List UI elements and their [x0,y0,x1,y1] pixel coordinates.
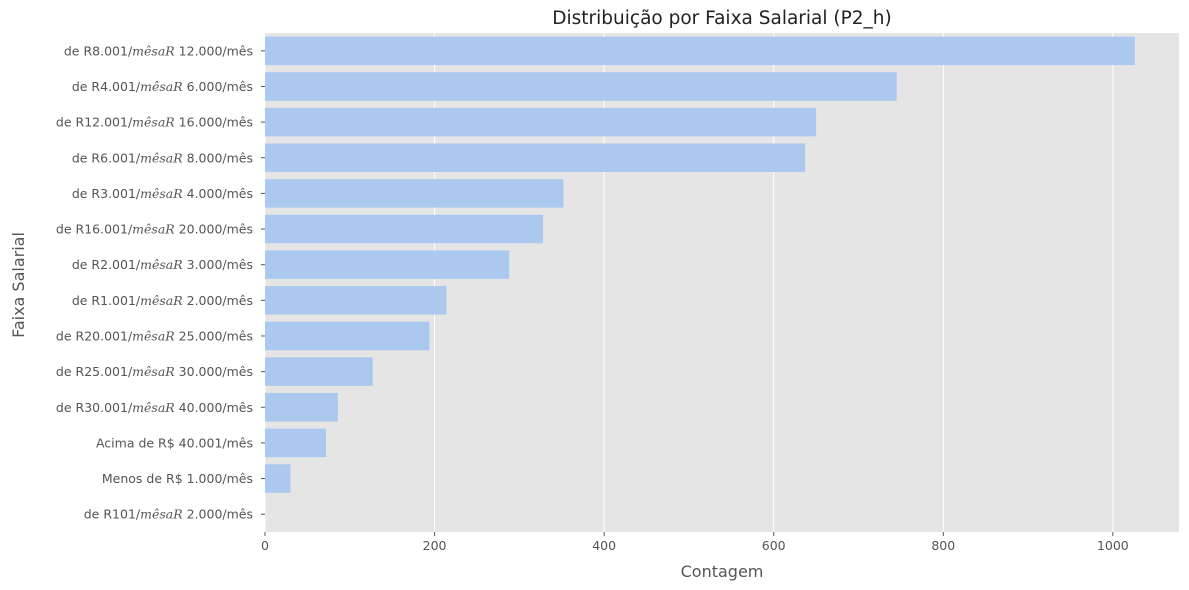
bar [265,250,510,279]
bars [265,36,1135,493]
y-tick-label-part: 12.000/mês [175,43,253,58]
y-tick-label: de R12.001/mêsaR 16.000/mês [56,115,253,130]
x-tick-label: 0 [261,538,269,553]
y-tick-label-part: 20.000/mês [175,222,253,237]
y-tick-label-part: 30.000/mês [175,364,253,379]
bar [265,214,544,244]
y-tick-label: de R25.001/mêsaR 30.000/mês [56,364,253,379]
y-tick-label-part: 6.000/mês [183,79,253,94]
bar [265,321,430,351]
bar [265,464,291,493]
y-tick-label-part: 40.000/mês [175,400,253,415]
x-axis-label: Contagem [681,562,764,581]
y-tick-label-italic-part: mêsaR [140,293,183,308]
bar [265,36,1135,66]
y-tick-label: de R1.001/mêsaR 2.000/mês [72,293,253,308]
y-tick-label-part: de R6.001/ [72,150,141,165]
x-tick-label: 400 [592,538,616,553]
y-tick-label-part: Menos de R$ 1.000/mês [102,471,253,486]
y-tick-label: Menos de R$ 1.000/mês [102,471,253,486]
y-tick-label-part: 4.000/mês [183,186,253,201]
y-tick-label-part: 16.000/mês [175,115,253,130]
y-tick-label-part: 2.000/mês [183,507,253,522]
y-tick-label-italic-part: mêsaR [132,328,175,343]
y-tick-label-part: de R20.001/ [56,328,133,343]
y-tick-label-part: de R4.001/ [72,79,141,94]
x-tick-label: 600 [762,538,786,553]
y-tick-label-part: de R1.001/ [72,293,141,308]
y-tick-label-italic-part: mêsaR [140,150,183,165]
bar [265,428,327,458]
bar [265,72,897,101]
y-tick-label: de R16.001/mêsaR 20.000/mês [56,222,253,237]
bar [265,107,817,137]
y-tick-label-part: de R12.001/ [56,115,133,130]
y-tick-label-part: de R8.001/ [64,43,133,58]
y-tick-label-part: de R2.001/ [72,257,141,272]
y-tick-label-italic-part: mêsaR [132,400,175,415]
y-tick-label-italic-part: mêsaR [140,79,183,94]
bar [265,286,447,315]
y-tick-label-part: 3.000/mês [183,257,253,272]
y-tick-label-part: de R30.001/ [56,400,133,415]
y-tick-label: de R3.001/mêsaR 4.000/mês [72,186,253,201]
chart-title: Distribuição por Faixa Salarial (P2_h) [552,8,891,29]
y-tick-label-part: 25.000/mês [175,328,253,343]
y-tick-label-italic-part: mêsaR [132,43,175,58]
x-tick-label: 1000 [1097,538,1129,553]
y-tick-label-part: Acima de R$ 40.001/mês [96,435,253,450]
y-tick-label: de R4.001/mêsaR 6.000/mês [72,79,253,94]
bar [265,392,338,422]
y-tick-label: de R30.001/mêsaR 40.000/mês [56,400,253,415]
x-ticks: 0 200 400 600 800 1000 [261,532,1129,553]
y-tick-label: Acima de R$ 40.001/mês [96,435,253,450]
y-tick-label-italic-part: mêsaR [132,115,175,130]
y-tick-label: de R6.001/mêsaR 8.000/mês [72,150,253,165]
x-tick-label: 800 [931,538,955,553]
y-tick-label: de R2.001/mêsaR 3.000/mês [72,257,253,272]
y-tick-label-part: 8.000/mês [183,150,253,165]
y-tick-label-part: de R101/ [84,507,141,522]
y-tick-label: de R20.001/mêsaR 25.000/mês [56,328,253,343]
y-tick-label-part: de R16.001/ [56,222,133,237]
y-tick-label-part: de R25.001/ [56,364,133,379]
y-tick-label-italic-part: mêsaR [140,257,183,272]
y-tick-label-italic-part: mêsaR [132,222,175,237]
y-tick-label-italic-part: mêsaR [132,364,175,379]
y-tick-label-italic-part: mêsaR [140,507,183,522]
y-tick-label-part: de R3.001/ [72,186,141,201]
bar [265,357,373,386]
bar [265,179,564,208]
bar [265,143,806,173]
y-tick-label-italic-part: mêsaR [140,186,183,201]
y-ticks: de R8.001/mêsaR 12.000/mês de R4.001/mêsa… [56,43,265,522]
x-tick-label: 200 [423,538,447,553]
y-tick-label-part: 2.000/mês [183,293,253,308]
y-tick-label: de R8.001/mêsaR 12.000/mês [64,43,253,58]
y-tick-label: de R101/mêsaR 2.000/mês [84,507,253,522]
y-axis-label: Faixa Salarial [9,232,28,338]
